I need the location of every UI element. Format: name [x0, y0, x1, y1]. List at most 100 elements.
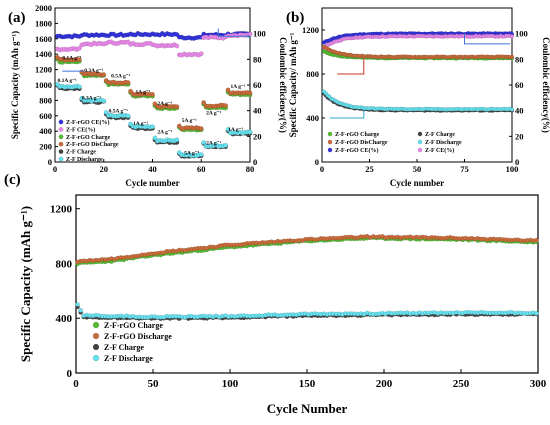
- y-tick-label: 400: [56, 313, 73, 325]
- y-tick-label: 0: [67, 368, 73, 380]
- y-tick-label: 0: [315, 157, 319, 167]
- rate-annotation: 0.1A g⁻¹: [62, 56, 82, 62]
- point-z-f-ce: [198, 51, 204, 57]
- legend-label: Z-F Charge: [104, 343, 144, 352]
- x-tick-label: 0: [73, 378, 79, 390]
- x-tick-label: 100: [506, 164, 519, 174]
- arrow-right-head: [247, 34, 250, 39]
- rate-annotation: 2A g⁻¹: [206, 140, 221, 146]
- legend-marker-z-f-discharge: [58, 156, 64, 162]
- rate-annotation: 2A g⁻¹: [157, 130, 172, 136]
- point-z-f-discharge: [225, 127, 231, 132]
- legend-marker-z-f-rgo-discharge: [92, 332, 100, 340]
- y2-tick-label: 60: [253, 80, 262, 90]
- point-z-f-rgo-discharge: [150, 92, 155, 97]
- rate-annotation: 0.5A g⁻¹: [111, 73, 131, 79]
- legend-label: Z-F CE(%): [425, 147, 454, 154]
- legend-marker-z-f-rgo-discharge: [327, 139, 333, 145]
- point-z-f-discharge: [150, 124, 155, 130]
- legend-marker-z-f-rgo-ce: [327, 147, 333, 153]
- point-z-f-discharge: [152, 135, 158, 141]
- point-z-f-ce: [509, 34, 515, 39]
- rate-annotation: 1A g⁻¹: [228, 127, 243, 133]
- rate-annotation: 1A g⁻¹: [231, 84, 246, 90]
- x-tick-label: 150: [299, 378, 316, 390]
- legend-label: Z-F Discharge: [66, 157, 103, 163]
- point-z-f-discharge: [174, 137, 180, 143]
- legend-label: Z-F-rGO Discharge: [104, 332, 172, 341]
- point-z-f-discharge: [103, 110, 109, 115]
- panel-label: (a): [8, 10, 26, 26]
- y-tick-label: 800: [56, 258, 73, 270]
- legend-marker-z-f-rgo-charge: [92, 321, 100, 329]
- point-z-f-ce: [174, 43, 180, 49]
- y-tick-label: 1400: [35, 49, 52, 59]
- point-z-f-discharge: [75, 302, 80, 307]
- legend-marker-z-f-charge: [92, 343, 100, 351]
- legend-marker-z-f-rgo-ce: [58, 119, 64, 125]
- y2-tick-label: 100: [515, 29, 528, 39]
- legend-marker-z-f-discharge: [92, 354, 100, 362]
- arrow-zf: [329, 109, 365, 119]
- point-z-f-discharge: [101, 98, 107, 104]
- point-z-f-rgo-discharge: [247, 90, 253, 96]
- legend-label: Z-F-rGO Charge: [66, 135, 110, 141]
- rate-annotation: 1A g⁻¹: [135, 89, 150, 95]
- rate-annotation: 0.3A g⁻¹: [84, 68, 104, 74]
- panel-label: (c): [4, 172, 21, 188]
- legend-marker-z-f-rgo-discharge: [58, 141, 64, 147]
- y2-axis-label: Coulombic efficiency(%): [541, 37, 550, 133]
- legend-label: Z-F-rGO Charge: [335, 132, 379, 138]
- legend-marker-z-f-charge: [58, 149, 64, 154]
- x-tick-label: 40: [148, 164, 157, 174]
- x-tick-label: 60: [197, 164, 206, 174]
- point-z-f-rgo-discharge: [201, 100, 207, 105]
- rate-annotation: 5A g⁻¹: [184, 150, 199, 156]
- point-z-f-rgo-discharge: [174, 104, 180, 110]
- point-z-f-discharge: [534, 311, 539, 316]
- legend-label: Z-F Charge: [425, 132, 455, 138]
- x-tick-label: 20: [100, 164, 109, 174]
- legend-marker-z-f-charge: [417, 131, 423, 137]
- legend-label: Z-F-rGO DisCharge: [66, 142, 119, 148]
- x-tick-label: 50: [413, 164, 422, 174]
- x-tick-label: 100: [222, 378, 239, 390]
- y-axis-label: Specific Capacity (mAh g⁻¹): [10, 31, 20, 139]
- y2-tick-label: 60: [515, 80, 524, 90]
- legend-label: Z-F-rGO CE(%): [66, 119, 110, 126]
- rate-annotation: 0.1A g⁻¹: [57, 78, 77, 84]
- point-z-f-discharge: [509, 107, 515, 112]
- legend-marker-z-f-ce: [417, 147, 423, 153]
- y-axis-label: Specific Capacity (mAh g⁻¹): [18, 206, 33, 362]
- legend-marker-z-f-discharge: [417, 139, 423, 145]
- point-z-f-discharge: [77, 84, 82, 90]
- rate-annotation: 2A g⁻¹: [157, 101, 172, 107]
- y-tick-label: 400: [306, 113, 319, 123]
- rate-annotation: 0.3A g⁻¹: [82, 96, 102, 102]
- y-tick-label: 1200: [35, 65, 52, 75]
- x-tick-label: 75: [460, 164, 469, 174]
- legend-label: Z-F Discharge: [104, 354, 153, 363]
- legend-label: Z-F Charge: [66, 150, 96, 156]
- y-tick-label: 1200: [50, 204, 73, 216]
- y-tick-label: 0: [48, 157, 52, 167]
- y2-tick-label: 20: [253, 131, 262, 141]
- point-z-f-rgo-discharge: [125, 80, 131, 85]
- arrow-ce: [464, 33, 511, 45]
- y2-tick-label: 20: [515, 131, 524, 141]
- point-z-f-rgo-discharge: [225, 87, 231, 93]
- point-z-f-ce: [247, 31, 253, 37]
- x-tick-label: 200: [376, 378, 393, 390]
- y-tick-label: 400: [39, 126, 52, 136]
- y-tick-label: 800: [306, 69, 319, 79]
- x-axis-label: Cycle number: [390, 178, 444, 188]
- point-z-f-rgo-discharge: [77, 57, 82, 62]
- legend-label: Z-F-rGO CE(%): [335, 147, 379, 154]
- point-z-f-rgo-discharge: [223, 103, 228, 108]
- point-z-f-discharge: [247, 129, 253, 135]
- y2-tick-label: 100: [253, 29, 266, 39]
- x-tick-label: 25: [365, 164, 374, 174]
- point-z-f-rgo-discharge: [509, 54, 515, 59]
